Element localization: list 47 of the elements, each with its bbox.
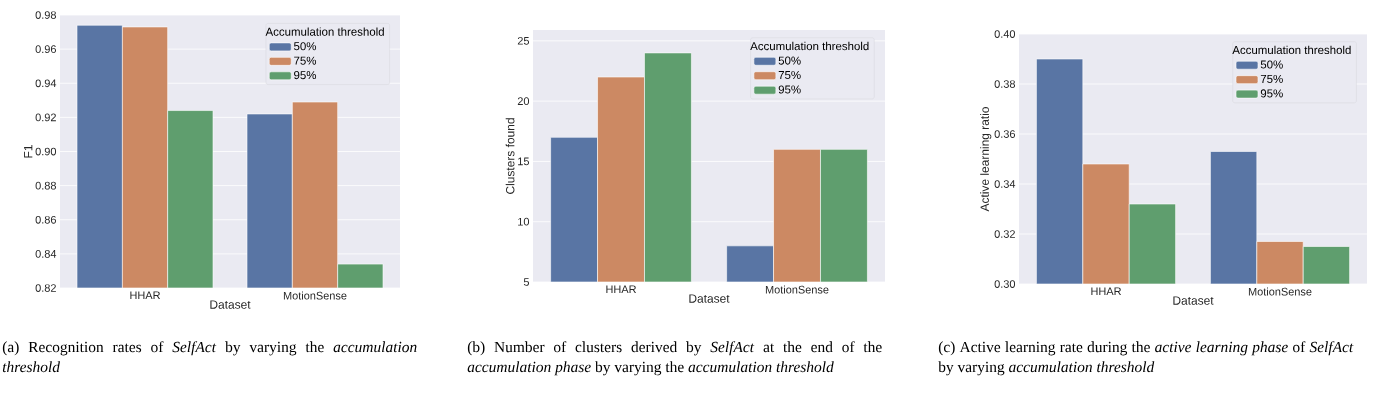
- y-tick-label: 20: [517, 97, 530, 106]
- y-tick-label: 0.92: [35, 113, 56, 122]
- legend-label: 50%: [778, 56, 801, 65]
- y-tick-label: 0.38: [994, 80, 1016, 88]
- y-tick-label: 0.32: [994, 230, 1015, 238]
- legend-label: 50%: [293, 42, 317, 51]
- y-axis-title: Active learning ratio: [980, 107, 992, 212]
- y-axis-title: F1: [24, 145, 33, 158]
- y-tick-label: 5: [523, 278, 530, 286]
- y-tick-label: 0.96: [35, 45, 56, 53]
- y-tick-label: 0.88: [35, 181, 56, 190]
- y-tick-label: 0.30: [994, 280, 1016, 288]
- x-tick-label: HHAR: [606, 285, 637, 294]
- x-tick-label: MotionSense: [765, 285, 829, 294]
- y-tick-label: 15: [518, 157, 530, 166]
- y-tick-label: 0.98: [35, 11, 56, 19]
- legend-title: Accumulation threshold: [750, 41, 869, 51]
- legend-label: 95%: [294, 71, 317, 80]
- legend-label: 50%: [1260, 60, 1283, 69]
- x-axis-title: Dataset: [210, 300, 251, 309]
- x-axis-title: Dataset: [689, 294, 730, 303]
- legend-label: 95%: [778, 85, 801, 94]
- x-axis-title: Dataset: [1173, 296, 1214, 305]
- x-tick-label: MotionSense: [1248, 287, 1312, 296]
- y-tick-label: 0.36: [994, 130, 1016, 138]
- y-tick-label: 0.94: [35, 79, 57, 88]
- x-tick-label: HHAR: [1091, 287, 1122, 296]
- text: (a) Recognition rates of SelfAct by varying the accumulation threshold: [2, 341, 417, 373]
- y-tick-label: 0.84: [35, 250, 57, 258]
- x-tick-label: HHAR: [130, 291, 161, 300]
- y-axis-title: Clusters found: [505, 118, 515, 194]
- legend-label: 95%: [1260, 89, 1283, 98]
- y-tick-label: 0.82: [35, 284, 56, 292]
- y-tick-label: 0.34: [994, 180, 1016, 188]
- y-tick-label: 10: [518, 217, 530, 226]
- y-tick-label: 25: [517, 36, 530, 45]
- legend-label: 75%: [778, 71, 801, 80]
- x-tick-label: MotionSense: [283, 291, 347, 300]
- text: (b) Number of clusters derived by SelfAct at the end of the accumulation phase by varying the accumulation threshold: [467, 341, 882, 376]
- legend-label: 75%: [1260, 74, 1283, 83]
- y-tick-label: 0.86: [35, 215, 56, 224]
- y-tick-label: 0.40: [994, 30, 1016, 38]
- legend-title: Accumulation threshold: [1232, 45, 1351, 55]
- text: (c) Active learning rate during the active learning phase of SelfAct by varying accumulation threshold: [938, 341, 1354, 376]
- legend-label: 75%: [294, 56, 317, 65]
- y-tick-label: 0.90: [35, 147, 57, 156]
- legend-title: Accumulation threshold: [265, 27, 384, 36]
